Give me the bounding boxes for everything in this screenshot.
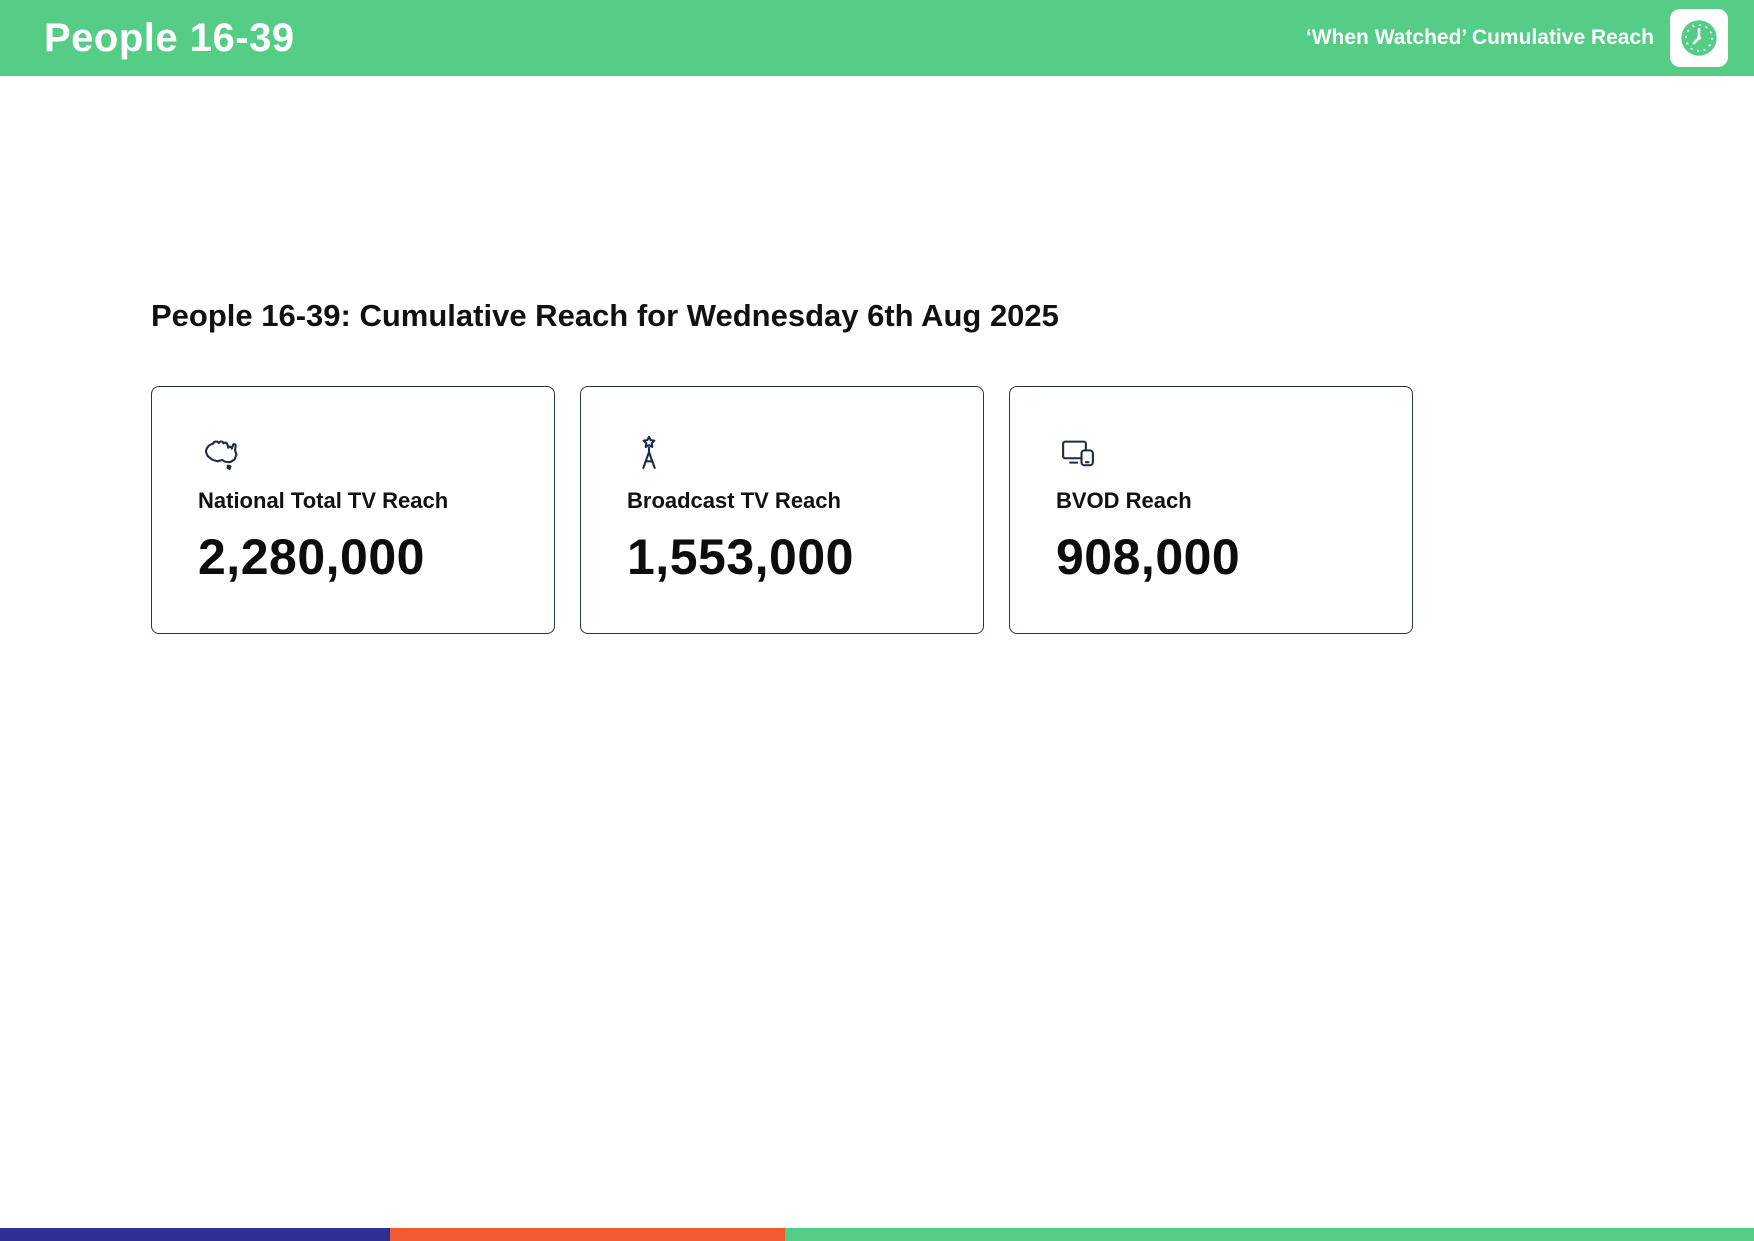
bottom-bar-segment-blue [0, 1228, 390, 1241]
kpi-card-national-total-tv: National Total TV Reach 2,280,000 [151, 386, 555, 634]
main-content: People 16-39: Cumulative Reach for Wedne… [0, 298, 1754, 634]
kpi-cards-row: National Total TV Reach 2,280,000 Broadc… [151, 386, 1603, 634]
kpi-label: National Total TV Reach [198, 488, 449, 513]
header-bar: People 16-39 ‘When Watched’ Cumulative R… [0, 0, 1754, 76]
kpi-value: 1,553,000 [627, 529, 854, 585]
kpi-card-bvod: BVOD Reach 908,000 [1009, 386, 1413, 634]
kpi-value: 908,000 [1056, 529, 1241, 585]
bottom-bar-segment-orange [390, 1228, 785, 1241]
clock-logo-icon [1670, 9, 1728, 67]
australia-map-icon [198, 432, 242, 474]
kpi-value: 2,280,000 [198, 529, 425, 585]
bottom-color-bar [0, 1228, 1754, 1241]
kpi-label: Broadcast TV Reach [627, 488, 841, 513]
header-right: ‘When Watched’ Cumulative Reach [1306, 9, 1728, 67]
section-heading: People 16-39: Cumulative Reach for Wedne… [151, 298, 1059, 333]
kpi-label: BVOD Reach [1056, 488, 1192, 513]
page-title: People 16-39 [44, 15, 295, 60]
bottom-bar-segment-green [785, 1228, 1754, 1241]
kpi-card-broadcast-tv: Broadcast TV Reach 1,553,000 [580, 386, 984, 634]
devices-icon [1056, 432, 1100, 474]
header-subtitle: ‘When Watched’ Cumulative Reach [1305, 26, 1654, 49]
broadcast-tower-icon [627, 432, 671, 474]
